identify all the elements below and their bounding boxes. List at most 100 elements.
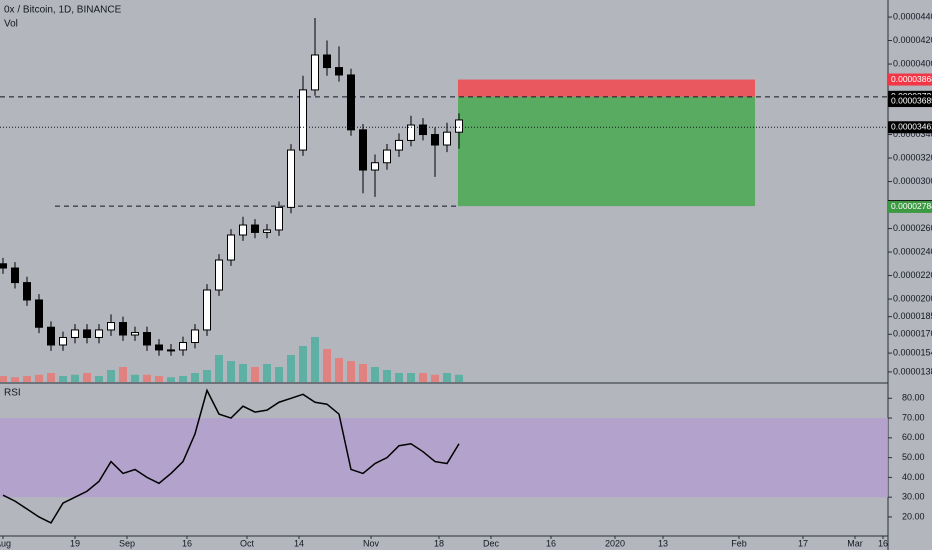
rsi-y-tick-label: 50.00 <box>902 452 925 462</box>
candle-body <box>407 124 415 141</box>
candle-body <box>275 206 283 231</box>
position-profit <box>458 96 755 207</box>
rsi-y-tick-label: 80.00 <box>902 393 925 403</box>
x-tick-label: 2020 <box>605 538 625 548</box>
rsi-y-tick-label: 40.00 <box>902 472 925 482</box>
y-tick-label: 0.00002400 <box>893 246 932 256</box>
volume-bar <box>95 376 103 382</box>
volume-label: Vol <box>4 19 18 30</box>
volume-bar <box>215 355 223 382</box>
x-tick-label: Feb <box>731 538 747 548</box>
volume-bar <box>311 337 319 382</box>
volume-bar <box>287 355 295 382</box>
candle-body <box>119 322 127 336</box>
x-tick-label: Nov <box>363 538 380 548</box>
candle-body <box>251 224 259 233</box>
candle-body <box>155 344 163 351</box>
x-tick-label: Aug <box>0 538 11 548</box>
candle-body <box>419 124 427 136</box>
candle-body <box>23 282 31 301</box>
volume-bar <box>371 367 379 382</box>
volume-bar <box>155 376 163 382</box>
x-tick-label: 16 <box>182 538 192 548</box>
candle-body <box>227 234 235 261</box>
volume-bar <box>107 370 115 382</box>
y-tick-label: 0.00002000 <box>893 293 932 303</box>
candle-body <box>35 299 43 328</box>
price-label-bg <box>888 200 932 213</box>
volume-bar <box>227 361 235 382</box>
volume-bar <box>263 364 271 382</box>
x-tick-label: 13 <box>658 538 668 548</box>
rsi-y-tick-label: 60.00 <box>902 432 925 442</box>
y-tick-label: 0.00004000 <box>893 58 932 68</box>
volume-bar <box>131 374 139 382</box>
volume-bar <box>35 374 43 382</box>
candle-body <box>383 149 391 164</box>
rsi-line <box>2 388 460 524</box>
candle-body <box>59 336 67 346</box>
candle-body <box>443 131 451 146</box>
candle-body <box>239 224 247 236</box>
volume-bar <box>275 367 283 382</box>
candle-body <box>287 149 295 208</box>
volume-bar <box>179 376 187 382</box>
y-tick-label: 0.00004400 <box>893 11 932 21</box>
volume-bar <box>431 374 439 382</box>
volume-bar <box>383 370 391 382</box>
candle-body <box>299 89 307 151</box>
x-tick-label: Oct <box>240 538 255 548</box>
price-label: 0.00002784 <box>891 201 932 211</box>
volume-bar <box>299 346 307 382</box>
y-tick-label: 0.00003000 <box>893 176 932 186</box>
candle-body <box>335 67 343 76</box>
volume-bar <box>203 370 211 382</box>
candle-body <box>395 139 403 151</box>
stop-label-bg <box>888 73 932 86</box>
candle-body <box>431 134 439 146</box>
volume-bar <box>323 349 331 382</box>
volume-bar <box>251 367 259 382</box>
candle-body <box>47 326 55 346</box>
candle-body <box>371 162 379 171</box>
rsi-label: RSI <box>4 388 21 399</box>
volume-bar <box>443 373 451 382</box>
candle-body <box>71 329 79 338</box>
volume-bar <box>239 364 247 382</box>
volume-bar <box>407 373 415 382</box>
x-tick-label: 16 <box>546 538 556 548</box>
volume-bar <box>23 376 31 382</box>
candle-body <box>323 54 331 69</box>
position-loss <box>458 79 755 97</box>
candle-body <box>83 329 91 338</box>
x-tick-label: Mar <box>847 538 863 548</box>
volume-bar <box>119 367 127 382</box>
candle-body <box>455 119 463 133</box>
rsi-y-tick-label: 70.00 <box>902 412 925 422</box>
x-tick-label: 18 <box>434 538 444 548</box>
volume-bar <box>71 374 79 382</box>
candle-body <box>263 229 271 233</box>
price-label-bg <box>888 121 932 134</box>
y-tick-label: 0.00001700 <box>893 329 932 339</box>
candle-body <box>311 54 319 91</box>
volume-bar <box>0 376 7 382</box>
price-label-bg <box>888 95 932 108</box>
candle-body <box>11 267 19 284</box>
volume-bar <box>47 373 55 382</box>
rsi-y-tick-label: 30.00 <box>902 492 925 502</box>
volume-bar <box>191 373 199 382</box>
price-label: 0.00003462 <box>891 122 932 132</box>
candle-body <box>131 332 139 336</box>
y-tick-label: 0.00002600 <box>893 223 932 233</box>
y-tick-label: 0.00001540 <box>893 347 932 357</box>
volume-bar <box>59 376 67 382</box>
candle-body <box>95 329 103 338</box>
candle-body <box>143 332 151 346</box>
volume-bar <box>167 377 175 382</box>
candle-body <box>347 74 355 131</box>
y-tick-label: 0.00004200 <box>893 35 932 45</box>
rsi-y-tick-label: 20.00 <box>902 511 925 521</box>
